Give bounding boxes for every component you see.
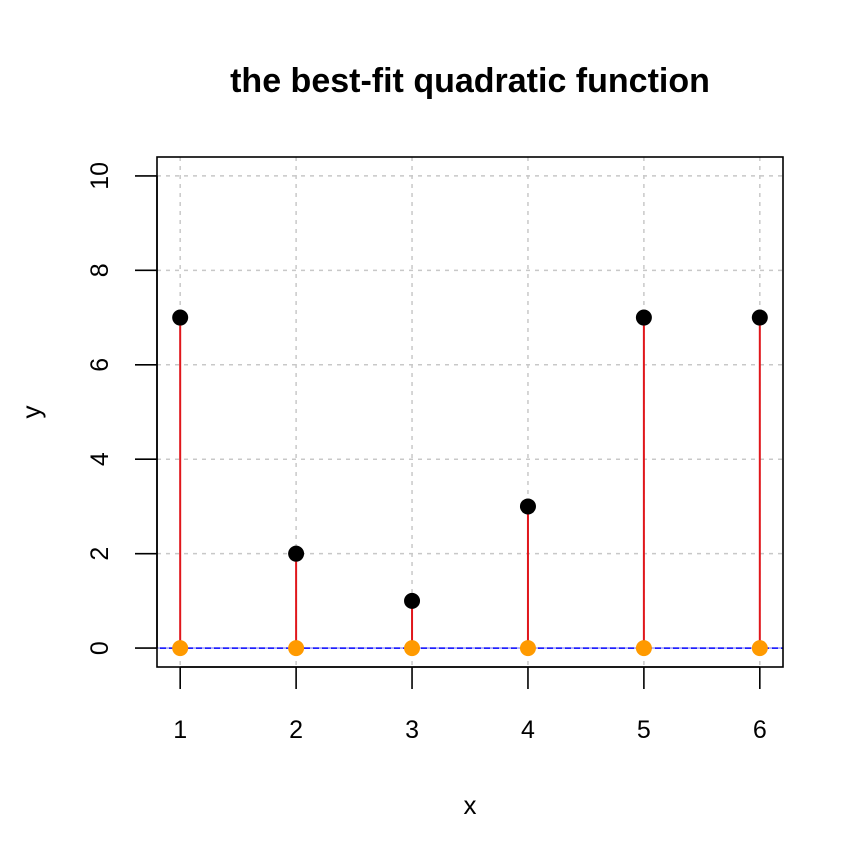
- x-tick-label: 6: [753, 716, 767, 744]
- x-tick-label: 3: [405, 716, 419, 744]
- fitted-point: [404, 640, 421, 657]
- grid: [157, 157, 783, 667]
- y-tick-label: 4: [86, 452, 114, 466]
- fitted-point: [288, 640, 305, 657]
- data-point: [404, 592, 421, 609]
- x-tick-label: 5: [637, 716, 651, 744]
- y-tick-label: 10: [86, 162, 114, 190]
- data-point: [635, 309, 652, 326]
- fitted-point: [635, 640, 652, 657]
- chart-title: the best-fit quadratic function: [230, 62, 710, 100]
- y-tick-label: 8: [86, 263, 114, 277]
- y-axis-label: y: [16, 406, 46, 419]
- data-point: [519, 498, 536, 515]
- plot-frame: [156, 156, 784, 668]
- x-tick-label: 1: [173, 716, 187, 744]
- data-point: [288, 545, 305, 562]
- data-point: [751, 309, 768, 326]
- x-axis: 1 2 3 4 5 6: [173, 666, 767, 744]
- y-axis: 0 2 4 6 8 10: [86, 162, 158, 655]
- data-points: [172, 309, 768, 609]
- x-tick-label: 2: [289, 716, 303, 744]
- fitted-points: [172, 640, 768, 657]
- residual-lines: [179, 317, 761, 649]
- y-tick-label: 0: [86, 641, 114, 655]
- data-point: [172, 309, 189, 326]
- x-axis-label: x: [464, 790, 477, 820]
- x-tick-label: 4: [521, 716, 535, 744]
- fitted-point: [519, 640, 536, 657]
- y-tick-label: 6: [86, 358, 114, 372]
- y-tick-label: 2: [86, 547, 114, 561]
- fitted-point: [751, 640, 768, 657]
- fitted-point: [172, 640, 189, 657]
